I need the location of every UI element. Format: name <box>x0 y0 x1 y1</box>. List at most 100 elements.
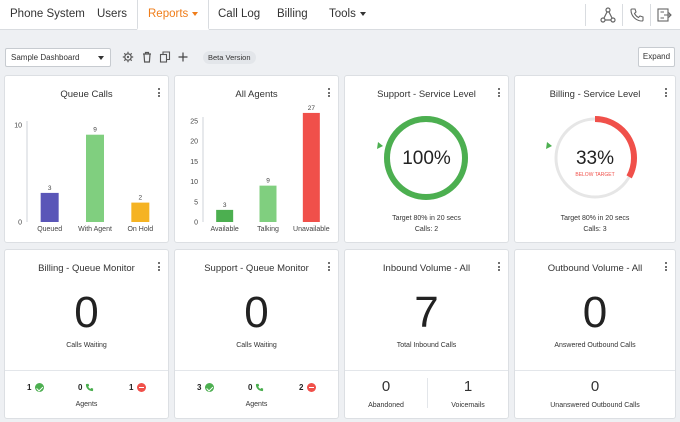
calls-waiting-label: Calls Waiting <box>236 342 277 349</box>
card-title: Billing - Queue Monitor <box>38 263 135 274</box>
agents-talking: 0 <box>78 383 94 392</box>
agents-available-count: 1 <box>27 383 32 392</box>
gauge-fill <box>553 116 637 200</box>
bar-value-label: 27 <box>308 105 316 112</box>
queue-calls-card: Queue Calls 0 10 3 Queued 9 With Agent 2 On Hol… <box>4 75 169 243</box>
nav-divider <box>585 4 586 26</box>
beta-badge: Beta Version <box>203 51 256 64</box>
more-menu-icon[interactable] <box>156 262 162 274</box>
y-tick-label: 10 <box>190 179 198 186</box>
network-icon[interactable] <box>600 7 616 23</box>
more-menu-icon[interactable] <box>496 88 502 100</box>
phone-icon[interactable] <box>629 7 645 23</box>
service-level-target: Target 80% in 20 secs <box>392 215 461 222</box>
total-inbound-value: 7 <box>414 288 439 337</box>
agents-available-count: 3 <box>197 383 202 392</box>
nav-billing[interactable]: Billing <box>277 8 308 20</box>
agents-unavailable: 2 <box>299 383 317 392</box>
agents-talking-count: 0 <box>248 383 253 392</box>
bar[interactable] <box>40 192 59 222</box>
bar[interactable] <box>86 134 104 222</box>
calls-waiting-value: 0 <box>74 288 99 337</box>
total-inbound-label: Total Inbound Calls <box>396 342 457 349</box>
dashboard-select-value: Sample Dashboard <box>11 53 80 62</box>
card-title: Inbound Volume - All <box>382 263 471 274</box>
agents-unavailable-count: 1 <box>129 383 134 392</box>
card-title: Support - Queue Monitor <box>204 263 309 274</box>
y-tick-label: 20 <box>190 139 198 146</box>
y-tick-label: 10 <box>14 123 22 130</box>
agents-label: Agents <box>75 401 98 408</box>
gauge-fill <box>384 116 468 200</box>
x-tick-label: Unavailable <box>293 226 330 233</box>
abandoned-label: Abandoned <box>368 402 404 409</box>
phone-talking-icon <box>86 383 94 392</box>
plus-icon[interactable] <box>177 51 189 63</box>
unavailable-icon <box>137 383 147 392</box>
card-title: Support - Service Level <box>377 89 476 100</box>
agents-available: 3 <box>197 383 215 392</box>
target-marker-icon <box>546 142 552 149</box>
abandoned-value: 0 <box>381 378 391 395</box>
nav-tools-label: Tools <box>329 8 356 20</box>
more-menu-icon[interactable] <box>663 262 669 274</box>
nav-users[interactable]: Users <box>97 8 128 20</box>
nav-reports[interactable]: Reports <box>137 0 210 30</box>
bar-value-label: 9 <box>93 127 97 134</box>
divider <box>515 370 675 371</box>
service-level-calls: Calls: 2 <box>414 226 439 233</box>
nav-call-log[interactable]: Call Log <box>218 8 261 20</box>
target-marker-icon <box>377 142 383 149</box>
bar-value-label: 3 <box>223 202 227 209</box>
agents-unavailable-count: 2 <box>299 383 304 392</box>
billing-gauge <box>546 116 637 200</box>
nav-tools[interactable]: Tools <box>329 0 366 29</box>
bar[interactable] <box>131 202 150 222</box>
chevron-down-icon <box>98 56 104 60</box>
bar[interactable] <box>216 209 234 222</box>
y-tick-label: 0 <box>18 220 22 227</box>
unanswered-outbound-value: 0 <box>590 378 600 395</box>
nav-divider <box>650 4 651 26</box>
top-nav: Phone System Users Reports Call Log Bill… <box>0 0 680 30</box>
more-menu-icon[interactable] <box>326 262 332 274</box>
billing-queue-monitor-card: Billing - Queue Monitor 0 Calls Waiting … <box>4 249 169 419</box>
unanswered-outbound-label: Unanswered Outbound Calls <box>550 402 640 409</box>
more-menu-icon[interactable] <box>156 88 162 100</box>
more-menu-icon[interactable] <box>326 88 332 100</box>
support-gauge <box>377 116 468 200</box>
more-menu-icon[interactable] <box>496 262 502 274</box>
bar-value-label: 9 <box>266 178 270 185</box>
all-agents-card: All Agents 0 5 10 15 20 25 3 Available 9 Talking 2… <box>174 75 339 243</box>
x-tick-label: Available <box>211 226 239 233</box>
nav-divider <box>622 4 623 26</box>
agents-talking: 0 <box>248 383 264 392</box>
agents-unavailable: 1 <box>129 383 147 392</box>
more-menu-icon[interactable] <box>663 88 669 100</box>
bar[interactable] <box>302 112 320 222</box>
divider <box>175 370 338 371</box>
inbound-volume-card: Inbound Volume - All 7 Total Inbound Cal… <box>344 249 509 419</box>
copy-icon[interactable] <box>159 51 171 63</box>
card-title: Queue Calls <box>60 89 113 100</box>
trash-icon[interactable] <box>141 51 153 63</box>
nav-phone-system[interactable]: Phone System <box>10 8 85 20</box>
dashboard-select[interactable]: Sample Dashboard <box>5 48 111 67</box>
bar-value-label: 2 <box>139 195 143 202</box>
divider <box>345 370 508 371</box>
service-level-value: 33% <box>575 148 615 169</box>
export-icon[interactable] <box>656 7 672 23</box>
chevron-down-icon <box>359 11 366 16</box>
outbound-volume-card: Outbound Volume - All 0 Answered Outboun… <box>514 249 676 419</box>
agents-talking-count: 0 <box>78 383 83 392</box>
calls-waiting-label: Calls Waiting <box>66 342 107 349</box>
y-tick-label: 15 <box>190 159 198 166</box>
bar[interactable] <box>259 185 277 222</box>
x-tick-label: Queued <box>37 226 62 233</box>
answered-outbound-label: Answered Outbound Calls <box>554 342 636 349</box>
agents-available: 1 <box>27 383 45 392</box>
x-tick-label: Talking <box>257 226 279 233</box>
expand-button[interactable]: Expand <box>638 47 675 67</box>
gear-icon[interactable] <box>122 51 134 63</box>
billing-service-level-card: Billing - Service Level 33% BELOW TARGET… <box>514 75 676 243</box>
